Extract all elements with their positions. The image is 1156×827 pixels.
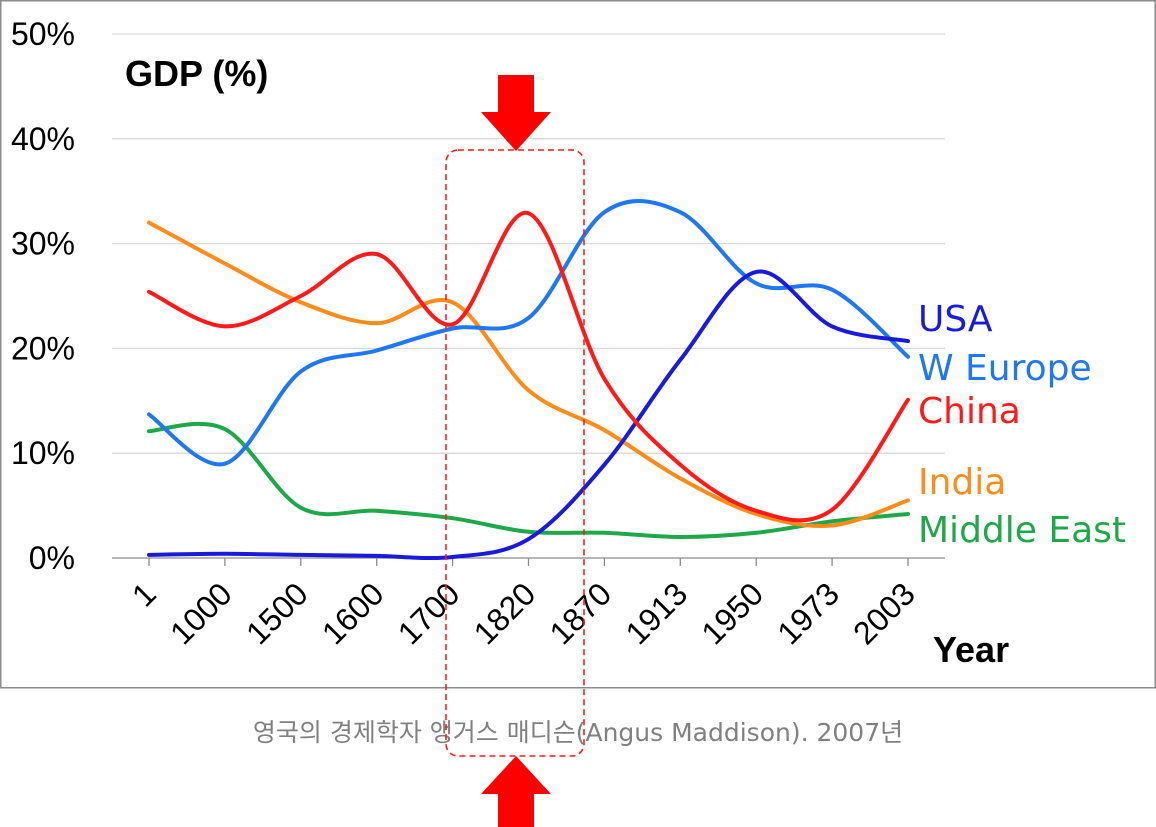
y-tick-label: 40%: [11, 121, 75, 157]
series-line-china: [147, 211, 910, 523]
legend-label-india: India: [918, 462, 1006, 503]
y-axis-ticks: 0% 10% 20% 30% 40% 50%: [11, 16, 75, 576]
series-line-usa: [147, 269, 910, 561]
chart-frame: [0, 0, 1156, 689]
x-axis-label: Year: [933, 629, 1009, 670]
y-tick-label: 0%: [29, 540, 75, 576]
y-tick-label: 30%: [11, 226, 75, 262]
y-tick-label: 20%: [11, 330, 75, 366]
series-line-middle-east: [147, 421, 910, 539]
series-lines: [147, 199, 910, 561]
up-arrow-icon: [481, 756, 551, 827]
series-line-india: [147, 220, 910, 528]
y-tick-label: 10%: [11, 435, 75, 471]
series-line-w-europe: [147, 199, 910, 467]
down-arrow-icon: [481, 75, 551, 151]
legend-label-w-europe: W Europe: [918, 348, 1092, 389]
highlight-box-1820: [445, 149, 585, 757]
gridlines: [112, 33, 945, 454]
legend-label-middle-east: Middle East: [918, 510, 1126, 551]
legend-label-usa: USA: [918, 299, 993, 340]
legend-label-china: China: [918, 391, 1021, 432]
chart-title: GDP (%): [125, 53, 268, 94]
y-tick-label: 50%: [11, 16, 75, 52]
source-caption: 영국의 경제학자 앵거스 매디슨(Angus Maddison). 2007년: [253, 718, 903, 747]
